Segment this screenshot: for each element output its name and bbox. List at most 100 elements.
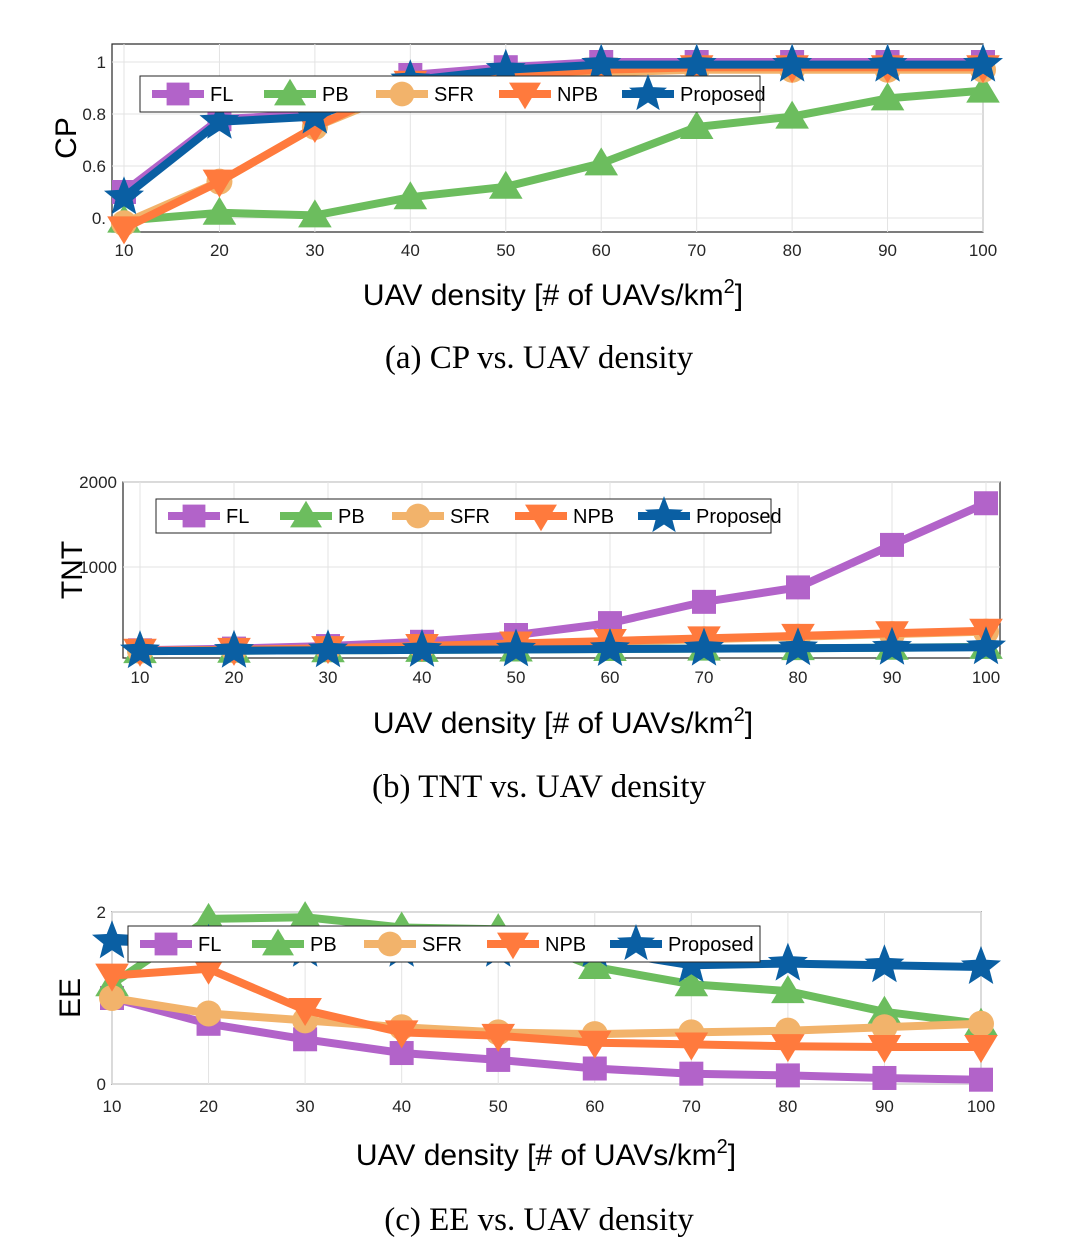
legend-label: PB bbox=[310, 934, 337, 956]
x-tick-label: 100 bbox=[967, 1097, 995, 1116]
x-tick-label: 60 bbox=[601, 668, 620, 687]
x-tick-label: 50 bbox=[507, 668, 526, 687]
legend: FL PB SFR NPB Proposed bbox=[127, 924, 761, 963]
legend-item-proposed: Proposed bbox=[638, 496, 782, 533]
data-point-pb bbox=[202, 196, 237, 225]
legend-label: FL bbox=[210, 84, 233, 106]
legend-item-npb: NPB bbox=[499, 82, 598, 110]
x-tick-label: 20 bbox=[199, 1097, 218, 1116]
data-point-proposed bbox=[767, 942, 808, 981]
data-point-pb bbox=[393, 181, 428, 210]
data-point-proposed bbox=[966, 626, 1006, 665]
legend-label: SFR bbox=[422, 934, 462, 956]
legend-marker bbox=[497, 932, 529, 960]
chart-caption: (c) EE vs. UAV density bbox=[384, 1202, 694, 1238]
data-point-npb bbox=[191, 956, 226, 985]
legend-label: NPB bbox=[545, 934, 586, 956]
x-tick-label: 70 bbox=[682, 1097, 701, 1116]
x-tick-label: 100 bbox=[972, 668, 1000, 687]
y-tick-label: 0 bbox=[97, 1075, 106, 1094]
legend: FL PB SFR NPB Proposed bbox=[155, 496, 782, 534]
y-tick-label: 2000 bbox=[79, 473, 117, 492]
data-point-pb bbox=[584, 147, 619, 176]
legend-marker bbox=[154, 932, 178, 956]
x-tick-label: 30 bbox=[296, 1097, 315, 1116]
data-point-proposed bbox=[308, 629, 348, 668]
data-point-fl bbox=[692, 589, 716, 614]
data-point-proposed bbox=[214, 629, 254, 668]
data-point-sfr bbox=[195, 1000, 222, 1027]
x-tick-label: 20 bbox=[210, 241, 229, 260]
legend-label: NPB bbox=[557, 84, 598, 106]
data-point-npb bbox=[107, 216, 141, 245]
data-point-sfr bbox=[968, 1010, 994, 1037]
data-point-pb bbox=[775, 100, 809, 129]
data-point-proposed bbox=[294, 95, 335, 134]
legend-item-sfr: SFR bbox=[364, 931, 462, 957]
data-point-proposed bbox=[104, 176, 144, 215]
data-point-sfr bbox=[99, 985, 125, 1011]
legend-label: Proposed bbox=[680, 84, 766, 106]
data-point-npb bbox=[95, 963, 129, 992]
x-tick-label: 90 bbox=[875, 1097, 894, 1116]
x-tick-label: 100 bbox=[969, 241, 997, 260]
data-point-sfr bbox=[871, 1014, 898, 1041]
data-point-proposed bbox=[590, 628, 630, 666]
data-point-proposed bbox=[581, 43, 622, 82]
data-point-proposed bbox=[963, 43, 1003, 82]
data-point-fl bbox=[775, 1063, 800, 1088]
data-point-pb bbox=[966, 74, 1000, 103]
data-point-proposed bbox=[961, 946, 1001, 984]
data-point-npb bbox=[771, 1034, 805, 1063]
legend-marker bbox=[377, 931, 403, 957]
legend-item-fl: FL bbox=[152, 82, 233, 106]
x-axis-label: UAV density [# of UAVs/km2] bbox=[373, 704, 753, 740]
x-tick-label: 10 bbox=[103, 1097, 122, 1116]
series-line-fl bbox=[110, 994, 982, 1084]
x-axis-label: UAV density [# of UAVs/km2] bbox=[356, 1136, 736, 1172]
legend-item-npb: NPB bbox=[515, 504, 614, 532]
legend-marker bbox=[166, 82, 190, 106]
data-point-proposed bbox=[778, 627, 818, 666]
legend-label: PB bbox=[322, 84, 349, 106]
data-point-npb bbox=[577, 1030, 612, 1059]
x-tick-label: 50 bbox=[489, 1097, 508, 1116]
legend-marker bbox=[405, 503, 431, 529]
chart-caption: (a) CP vs. UAV density bbox=[385, 340, 694, 376]
data-point-npb bbox=[964, 1035, 998, 1064]
legend-label: PB bbox=[338, 506, 365, 528]
data-point-npb bbox=[288, 998, 322, 1027]
data-point-proposed bbox=[671, 944, 712, 983]
x-tick-label: 30 bbox=[319, 668, 338, 687]
y-axis-label: TNT bbox=[56, 541, 89, 599]
legend-item-npb: NPB bbox=[487, 932, 586, 960]
data-point-pb bbox=[288, 901, 322, 930]
data-point-npb bbox=[481, 1023, 516, 1052]
legend-label: SFR bbox=[450, 506, 490, 528]
cp-chart: 10 20 30 40 50 60 70 80 90 100 0. 0.6 0.8 1 FL PB SFR NPB… bbox=[50, 43, 1003, 376]
legend-label: Proposed bbox=[696, 506, 782, 528]
series-line-npb bbox=[111, 964, 981, 1051]
data-point-npb bbox=[674, 1032, 709, 1061]
legend-marker bbox=[182, 504, 206, 528]
data-point-pb bbox=[191, 902, 226, 931]
x-tick-label: 60 bbox=[592, 241, 611, 260]
legend-marker bbox=[525, 504, 557, 532]
y-tick-label: 1 bbox=[97, 53, 106, 72]
data-point-fl bbox=[974, 491, 998, 516]
legend-marker bbox=[274, 78, 306, 106]
x-tick-label: 70 bbox=[687, 241, 706, 260]
x-tick-label: 50 bbox=[496, 241, 515, 260]
legend-item-fl: FL bbox=[168, 504, 249, 528]
legend-marker bbox=[617, 924, 655, 961]
data-point-npb bbox=[202, 169, 237, 198]
data-point-pb bbox=[867, 995, 902, 1024]
data-point-proposed bbox=[872, 626, 912, 665]
data-point-fl bbox=[679, 1061, 704, 1086]
x-tick-label: 80 bbox=[783, 241, 802, 260]
legend-item-fl: FL bbox=[140, 932, 221, 956]
legend-item-sfr: SFR bbox=[376, 81, 474, 107]
legend-item-sfr: SFR bbox=[392, 503, 490, 529]
data-point-proposed bbox=[867, 43, 908, 82]
